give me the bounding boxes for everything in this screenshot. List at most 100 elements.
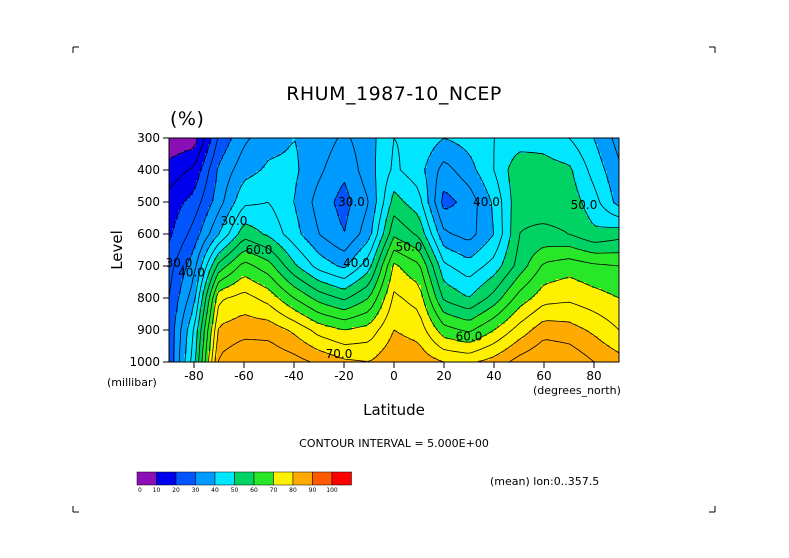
field-cell (271, 189, 275, 193)
field-cell (172, 201, 176, 205)
field-cell (250, 171, 254, 175)
field-cell (184, 360, 188, 363)
field-cell (202, 156, 206, 160)
field-cell (355, 354, 359, 358)
field-cell (244, 342, 248, 346)
field-cell (298, 270, 302, 274)
field-cell (268, 180, 272, 184)
field-cell (265, 216, 269, 220)
field-cell (193, 291, 197, 295)
field-cell (319, 261, 323, 265)
field-cell (241, 357, 245, 361)
field-cell (313, 162, 317, 166)
field-cell (238, 147, 242, 151)
field-cell (295, 198, 299, 202)
field-cell (280, 234, 284, 238)
field-cell (331, 216, 335, 220)
field-cell (238, 336, 242, 340)
field-cell (280, 153, 284, 157)
field-cell (217, 162, 221, 166)
field-cell (208, 174, 212, 178)
field-cell (355, 258, 359, 262)
field-cell (340, 207, 344, 211)
field-cell (289, 195, 293, 199)
field-cell (268, 219, 272, 223)
field-cell (283, 171, 287, 175)
field-cell (280, 339, 284, 343)
field-cell (334, 147, 338, 151)
field-cell (172, 243, 176, 247)
field-cell (229, 189, 233, 193)
field-cell (334, 225, 338, 229)
field-cell (322, 222, 326, 226)
field-cell (199, 246, 203, 250)
field-cell (349, 264, 353, 268)
field-cell (346, 336, 350, 340)
field-cell (307, 210, 311, 214)
field-cell (184, 201, 188, 205)
field-cell (190, 273, 194, 277)
field-cell (325, 186, 329, 190)
field-cell (214, 243, 218, 247)
field-cell (217, 234, 221, 238)
field-cell (340, 180, 344, 184)
field-cell (343, 291, 347, 295)
field-cell (307, 213, 311, 217)
field-cell (352, 312, 356, 316)
field-cell (265, 324, 269, 328)
field-cell (217, 249, 221, 253)
field-cell (196, 204, 200, 208)
field-cell (232, 252, 236, 256)
field-cell (253, 180, 257, 184)
field-cell (349, 234, 353, 238)
field-cell (256, 171, 260, 175)
field-cell (352, 318, 356, 322)
field-cell (223, 357, 227, 361)
field-cell (301, 204, 305, 208)
field-cell (292, 276, 296, 280)
field-cell (175, 138, 179, 142)
field-cell (295, 312, 299, 316)
field-cell (217, 297, 221, 301)
field-cell (361, 207, 365, 211)
field-cell (205, 258, 209, 262)
field-cell (184, 204, 188, 208)
field-cell (268, 309, 272, 313)
field-cell (337, 144, 341, 148)
field-cell (331, 246, 335, 250)
field-cell (277, 249, 281, 253)
field-cell (310, 234, 314, 238)
field-cell (274, 300, 278, 304)
field-cell (322, 342, 326, 346)
field-cell (268, 324, 272, 328)
field-cell (286, 246, 290, 250)
field-cell (364, 300, 368, 304)
field-cell (217, 267, 221, 271)
field-cell (232, 159, 236, 163)
field-cell (364, 189, 368, 193)
field-cell (262, 180, 266, 184)
field-cell (190, 288, 194, 292)
field-cell (340, 309, 344, 313)
field-cell (358, 165, 362, 169)
field-cell (310, 315, 314, 319)
field-cell (208, 153, 212, 157)
field-cell (286, 321, 290, 325)
field-cell (256, 354, 260, 358)
field-cell (262, 210, 266, 214)
field-cell (187, 306, 191, 310)
field-cell (229, 252, 233, 256)
field-cell (235, 285, 239, 289)
field-cell (232, 306, 236, 310)
field-cell (295, 195, 299, 199)
field-cell (313, 336, 317, 340)
field-cell (214, 336, 218, 340)
field-cell (301, 267, 305, 271)
field-cell (169, 324, 173, 328)
field-cell (346, 168, 350, 172)
field-cell (196, 207, 200, 211)
field-cell (280, 195, 284, 199)
field-cell (295, 138, 299, 142)
field-cell (211, 180, 215, 184)
field-cell (181, 144, 185, 148)
